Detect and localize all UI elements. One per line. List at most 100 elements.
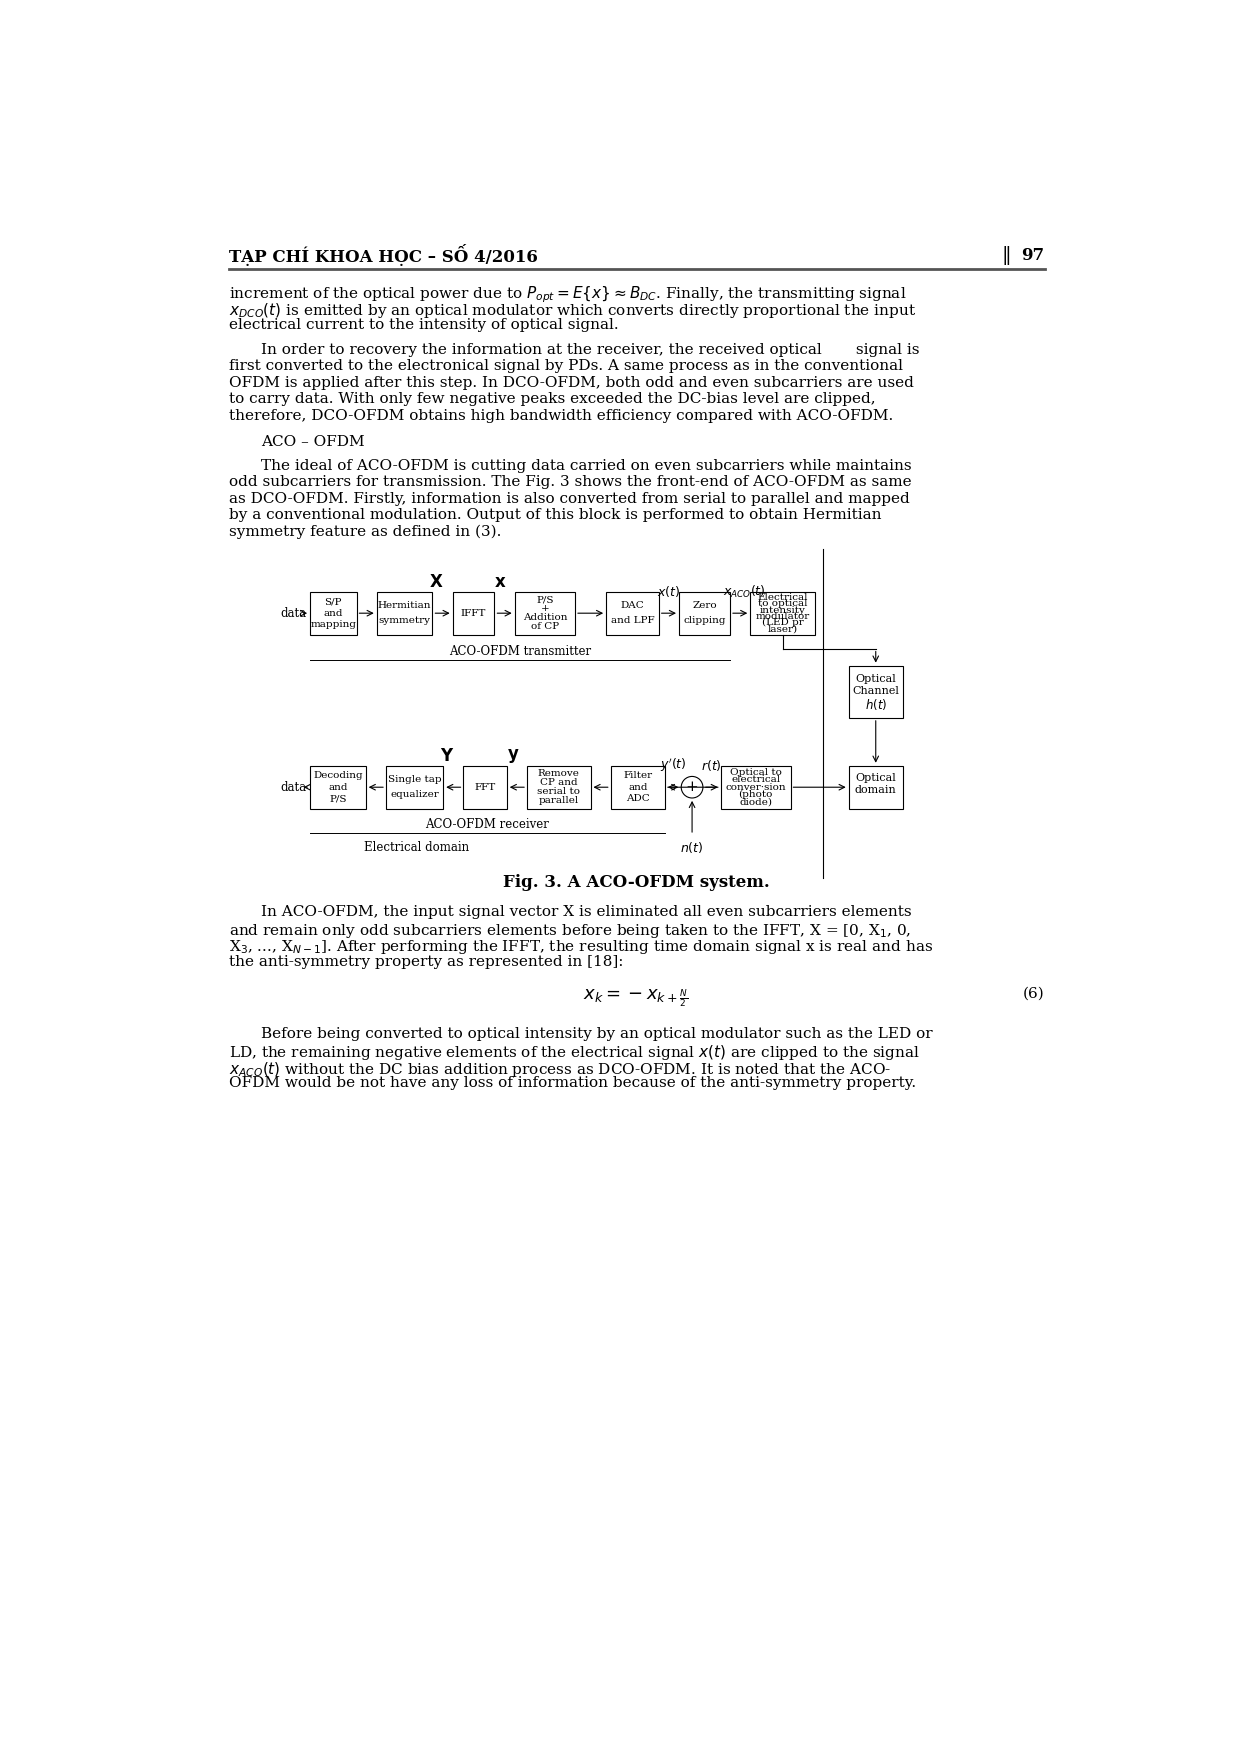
Text: LD, the remaining negative elements of the electrical signal $x(t)$ are clipped : LD, the remaining negative elements of t… (228, 1044, 920, 1063)
Text: Optical: Optical (856, 674, 897, 684)
Text: Electrical: Electrical (758, 593, 808, 602)
Text: mapping: mapping (310, 619, 356, 630)
Text: $\mathbf{X}$: $\mathbf{X}$ (429, 574, 444, 591)
Text: by a conventional modulation. Output of this block is performed to obtain Hermit: by a conventional modulation. Output of … (228, 509, 882, 523)
Bar (515, 591, 575, 635)
Bar (611, 766, 665, 809)
Text: In ACO-OFDM, the input signal vector X is eliminated all even subcarriers elemen: In ACO-OFDM, the input signal vector X i… (262, 905, 911, 919)
Text: electrical current to the intensity of optical signal.: electrical current to the intensity of o… (228, 317, 619, 332)
Text: $\mathbf{y}$: $\mathbf{y}$ (507, 747, 520, 765)
Text: $x_{ACO}(t)$ without the DC bias addition process as DCO-OFDM. It is noted that : $x_{ACO}(t)$ without the DC bias additio… (228, 1059, 890, 1079)
Text: CP and: CP and (539, 779, 578, 788)
Text: ‖: ‖ (1001, 246, 1011, 265)
Text: +: + (541, 603, 549, 614)
Text: $x_{ACO}(t)$: $x_{ACO}(t)$ (723, 584, 765, 600)
Text: ACO – OFDM: ACO – OFDM (262, 435, 365, 449)
Text: domain: domain (854, 784, 897, 795)
Text: increment of the optical power due to $P_{opt} = E\{x\} \approx B_{DC}$. Finally: increment of the optical power due to $P… (228, 284, 906, 305)
Text: $y'(t)$: $y'(t)$ (660, 758, 687, 775)
Text: data: data (280, 607, 306, 619)
Text: laser): laser) (768, 624, 797, 633)
Text: as DCO-OFDM. Firstly, information is also converted from serial to parallel and : as DCO-OFDM. Firstly, information is als… (228, 491, 909, 505)
Text: and: and (324, 609, 343, 617)
Text: $\mathbf{x}$: $\mathbf{x}$ (494, 574, 506, 591)
Text: Fig. 3. A ACO-OFDM system.: Fig. 3. A ACO-OFDM system. (503, 873, 770, 891)
Bar (386, 766, 444, 809)
Text: Channel: Channel (852, 686, 899, 696)
Text: (6): (6) (1023, 988, 1044, 1000)
Text: $n(t)$: $n(t)$ (681, 840, 704, 854)
Text: and: and (329, 782, 347, 791)
Text: parallel: parallel (538, 796, 579, 805)
Text: In order to recovery the information at the receiver, the received optical      : In order to recovery the information at … (262, 342, 920, 356)
Text: intensity: intensity (760, 605, 806, 614)
Text: OFDM would be not have any loss of information because of the anti-symmetry prop: OFDM would be not have any loss of infor… (228, 1077, 916, 1091)
Text: equalizer: equalizer (391, 791, 439, 800)
Bar (310, 591, 357, 635)
Text: $x_{DCO}(t)$ is emitted by an optical modulator which converts directly proporti: $x_{DCO}(t)$ is emitted by an optical mo… (228, 302, 915, 319)
Text: of CP: of CP (531, 623, 559, 631)
Text: ADC: ADC (626, 795, 650, 803)
Text: Optical: Optical (856, 774, 897, 782)
Text: TẠP CHÍ KHOA HỌC – SỐ 4/2016: TẠP CHÍ KHOA HỌC – SỐ 4/2016 (228, 244, 537, 267)
Text: symmetry: symmetry (378, 616, 430, 626)
Text: S/P: S/P (325, 598, 342, 607)
Text: $r(t)$: $r(t)$ (702, 758, 722, 774)
Bar (720, 766, 791, 809)
Text: (LED pr: (LED pr (761, 617, 804, 628)
Text: symmetry feature as defined in (3).: symmetry feature as defined in (3). (228, 524, 501, 540)
Text: OFDM is applied after this step. In DCO-OFDM, both odd and even subcarriers are : OFDM is applied after this step. In DCO-… (228, 375, 914, 389)
Text: and remain only odd subcarriers elements before being taken to the IFFT, X = [0,: and remain only odd subcarriers elements… (228, 921, 910, 940)
Text: to optical: to optical (758, 600, 807, 609)
Text: modulator: modulator (755, 612, 810, 621)
Text: $\mathbf{Y}$: $\mathbf{Y}$ (440, 747, 454, 765)
Text: the anti-symmetry property as represented in [18]:: the anti-symmetry property as represente… (228, 954, 624, 968)
Text: (photo: (photo (739, 789, 773, 800)
Text: $h(t)$: $h(t)$ (864, 696, 887, 712)
Text: P/S: P/S (536, 595, 553, 603)
Text: Decoding: Decoding (312, 772, 363, 781)
Text: conver·sion: conver·sion (725, 782, 786, 791)
Text: data: data (280, 781, 306, 795)
Bar (464, 766, 507, 809)
Bar (453, 591, 495, 635)
Text: X$_3$, ..., X$_{N-1}$]. After performing the IFFT, the resulting time domain sig: X$_3$, ..., X$_{N-1}$]. After performing… (228, 938, 932, 956)
Text: ACO-OFDM receiver: ACO-OFDM receiver (425, 817, 549, 831)
Text: to carry data. With only few negative peaks exceeded the DC-bias level are clipp: to carry data. With only few negative pe… (228, 393, 875, 407)
Text: FFT: FFT (475, 782, 496, 791)
Text: odd subcarriers for transmission. The Fig. 3 shows the front-end of ACO-OFDM as : odd subcarriers for transmission. The Fi… (228, 475, 911, 489)
Text: Zero: Zero (692, 602, 717, 610)
Text: Filter: Filter (624, 772, 652, 781)
Text: Remove: Remove (538, 770, 580, 779)
Text: and: and (629, 782, 647, 791)
Bar (377, 591, 433, 635)
Text: Before being converted to optical intensity by an optical modulator such as the : Before being converted to optical intens… (262, 1026, 932, 1040)
Text: Addition: Addition (522, 614, 567, 623)
Bar (527, 766, 590, 809)
Text: Hermitian: Hermitian (378, 602, 432, 610)
Text: Single tap: Single tap (388, 775, 441, 784)
Text: +: + (686, 781, 698, 795)
Bar (848, 766, 903, 809)
Text: Electrical domain: Electrical domain (365, 840, 469, 854)
Text: 97: 97 (1022, 247, 1044, 263)
Bar (606, 591, 658, 635)
Bar (680, 591, 730, 635)
Text: diode): diode) (739, 798, 773, 807)
Text: clipping: clipping (683, 616, 725, 626)
Text: electrical: electrical (732, 775, 780, 784)
Text: therefore, DCO-OFDM obtains high bandwidth efficiency compared with ACO-OFDM.: therefore, DCO-OFDM obtains high bandwid… (228, 409, 893, 423)
Text: $x(t)$: $x(t)$ (657, 584, 681, 600)
Bar (750, 591, 816, 635)
Text: ACO-OFDM transmitter: ACO-OFDM transmitter (449, 645, 591, 658)
Text: Optical to: Optical to (729, 768, 781, 777)
Circle shape (681, 777, 703, 798)
Text: first converted to the electronical signal by PDs. A same process as in the conv: first converted to the electronical sign… (228, 360, 903, 374)
Text: $x_k = -x_{k+\frac{N}{2}}$: $x_k = -x_{k+\frac{N}{2}}$ (583, 988, 688, 1009)
Bar (848, 665, 903, 717)
Text: serial to: serial to (537, 788, 580, 796)
Bar (310, 766, 366, 809)
Text: The ideal of ACO-OFDM is cutting data carried on even subcarriers while maintain: The ideal of ACO-OFDM is cutting data ca… (262, 460, 911, 474)
Text: DAC: DAC (620, 602, 645, 610)
Text: and LPF: and LPF (610, 616, 655, 626)
